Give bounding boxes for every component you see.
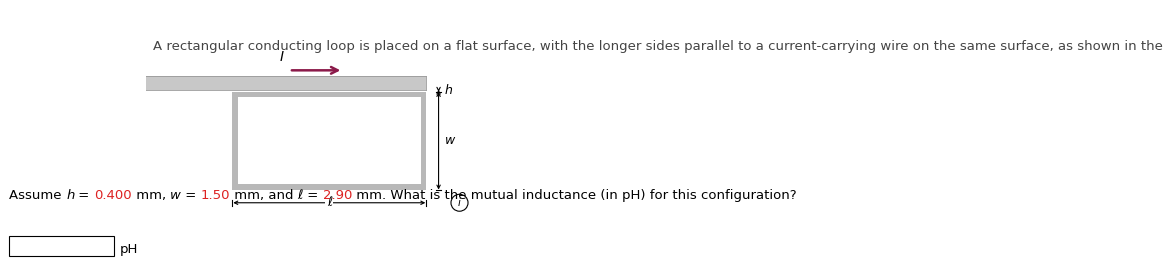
Bar	[107, 76, 426, 90]
Text: mm. What is the mutual inductance (in pH) for this configuration?: mm. What is the mutual inductance (in pH…	[352, 189, 797, 202]
Text: h: h	[66, 189, 75, 202]
Text: i: i	[458, 198, 461, 208]
Text: 2.90: 2.90	[323, 189, 352, 202]
Text: 1.50: 1.50	[200, 189, 230, 202]
Text: A rectangular conducting loop is placed on a flat surface, with the longer sides: A rectangular conducting loop is placed …	[153, 39, 1165, 53]
Text: w: w	[445, 134, 456, 147]
Text: mm, and: mm, and	[230, 189, 297, 202]
Text: =: =	[75, 189, 94, 202]
Bar	[233, 92, 426, 190]
Text: mm,: mm,	[132, 189, 170, 202]
Text: w: w	[170, 189, 181, 202]
Text: ℓ: ℓ	[326, 196, 332, 209]
Text: 0.400: 0.400	[94, 189, 132, 202]
Bar	[238, 97, 421, 184]
Text: h: h	[445, 84, 453, 97]
Text: ℓ: ℓ	[297, 189, 303, 202]
Text: =: =	[303, 189, 323, 202]
Text: =: =	[181, 189, 200, 202]
Text: Assume: Assume	[9, 189, 66, 202]
Text: I: I	[280, 50, 283, 64]
Text: pH: pH	[120, 243, 139, 256]
